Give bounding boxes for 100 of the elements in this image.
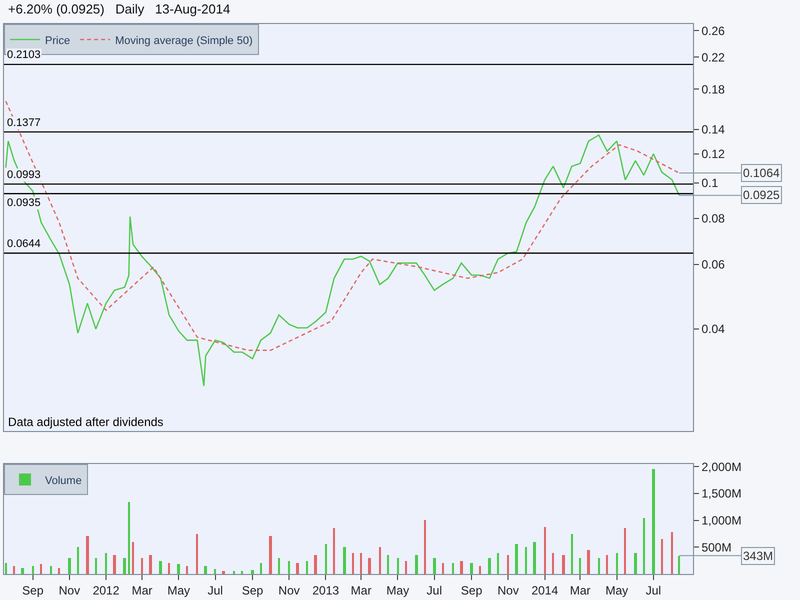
bar: [470, 563, 473, 574]
x-tick-label: Jul: [208, 583, 223, 598]
bar: [168, 563, 170, 574]
bar: [288, 561, 290, 574]
y-tick-label: 500M: [701, 540, 732, 554]
bar: [460, 561, 463, 574]
ref-line-label: 0.0935: [7, 197, 41, 209]
x-tick-label: May: [605, 583, 628, 598]
bar: [616, 553, 618, 574]
bar: [452, 563, 454, 574]
bar: [149, 555, 152, 574]
y-tick-label: 0.06: [701, 258, 726, 272]
bar: [141, 558, 143, 574]
bar: [214, 569, 216, 574]
bar: [241, 571, 243, 574]
bar: [177, 564, 180, 574]
line-series: [5, 134, 680, 387]
bar: [442, 563, 444, 574]
bar: [405, 561, 407, 574]
bar: [233, 571, 235, 574]
bar: [333, 528, 335, 574]
bar: [671, 532, 673, 574]
ref-line-label: 0.0644: [7, 238, 41, 250]
bar: [40, 564, 42, 574]
bar: [525, 547, 527, 574]
y-tick-label: 0.1: [701, 176, 718, 190]
bar: [515, 544, 518, 574]
bar: [204, 566, 207, 574]
bar: [21, 568, 24, 574]
bar: [68, 558, 71, 574]
bar: [50, 566, 52, 574]
bar: [77, 547, 79, 574]
bar: [606, 555, 608, 574]
y-tick-label: 0.14: [701, 122, 726, 136]
annotation: 0.1064: [743, 166, 780, 180]
legend-label: Price: [45, 34, 70, 47]
x-tick-label: Nov: [58, 583, 80, 598]
bar: [186, 566, 188, 574]
y-tick-label: 0.08: [701, 212, 726, 226]
x-tick-label: May: [167, 583, 190, 598]
bar: [433, 558, 436, 574]
bar: [196, 534, 198, 574]
ref-line-label: 0.2103: [7, 49, 41, 61]
y-tick-label: 0.26: [701, 24, 726, 38]
bar: [368, 558, 371, 574]
bar: [652, 469, 655, 574]
bar: [132, 542, 134, 574]
bar: [58, 568, 60, 574]
x-tick-label: Sep: [22, 583, 44, 598]
y-tick-label: 0.12: [701, 147, 726, 162]
legend-label: Moving average (Simple 50): [115, 34, 253, 47]
annotation: Data adjusted after dividends: [8, 415, 164, 429]
bar: [497, 553, 499, 574]
bar: [251, 570, 254, 574]
y-tick-label: 0.04: [701, 322, 726, 336]
bar: [95, 558, 97, 574]
bar: [634, 553, 637, 574]
x-tick-label: Mar: [570, 583, 591, 598]
bar: [260, 563, 262, 574]
bar: [105, 553, 107, 574]
bar: [579, 558, 581, 574]
bar: [678, 556, 680, 574]
ref-line-label: 0.0993: [7, 169, 41, 181]
x-tick-label: 2013: [312, 583, 340, 598]
annotation: 343M: [743, 549, 774, 563]
bar: [562, 555, 565, 574]
x-tick-label: Jul: [426, 583, 442, 598]
chart-title: +6.20% (0.0925) Daily 13-Aug-2014: [8, 1, 230, 16]
bar: [661, 539, 663, 574]
bar: [533, 542, 536, 574]
bar: [598, 558, 600, 574]
bar: [479, 566, 481, 574]
bar: [128, 502, 130, 574]
y-tick-label: 0.22: [701, 50, 726, 64]
bar: [306, 561, 308, 574]
bar: [397, 558, 399, 574]
x-tick-label: Mar: [132, 583, 152, 598]
bar: [13, 566, 15, 574]
bar: [544, 527, 546, 574]
bar: [296, 563, 299, 574]
bar: [32, 566, 34, 574]
bar: [278, 558, 280, 574]
bar: [424, 520, 426, 574]
bar: [352, 553, 354, 574]
bar: [325, 544, 327, 574]
annotation: 0.0925: [743, 188, 780, 202]
x-tick-label: Nov: [278, 583, 300, 598]
x-tick-label: Sep: [242, 583, 264, 598]
bar: [343, 547, 346, 574]
line-series: [5, 100, 680, 351]
x-tick-label: Sep: [460, 583, 483, 598]
bar: [379, 547, 381, 574]
bar: [507, 555, 509, 574]
legend-label: Volume: [45, 474, 82, 487]
x-tick-label: 2014: [531, 583, 558, 598]
bar: [387, 555, 389, 574]
y-tick-label: 0.18: [701, 82, 726, 96]
bar: [643, 518, 645, 574]
bar: [5, 563, 7, 574]
bar: [159, 561, 162, 574]
